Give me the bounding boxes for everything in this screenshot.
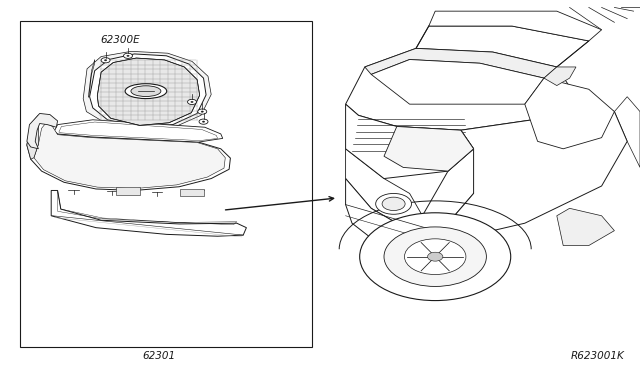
Polygon shape (97, 58, 200, 125)
Circle shape (124, 53, 132, 58)
Polygon shape (365, 48, 557, 78)
Polygon shape (429, 11, 602, 41)
Polygon shape (346, 149, 422, 223)
Circle shape (360, 213, 511, 301)
Ellipse shape (131, 86, 161, 96)
Ellipse shape (125, 84, 167, 99)
Circle shape (198, 109, 207, 114)
Circle shape (191, 101, 193, 103)
Polygon shape (90, 54, 206, 127)
Polygon shape (83, 51, 211, 130)
Polygon shape (346, 48, 576, 130)
Polygon shape (27, 113, 58, 149)
Polygon shape (557, 208, 614, 246)
Polygon shape (525, 78, 614, 149)
Polygon shape (614, 97, 640, 167)
Polygon shape (27, 115, 230, 190)
Polygon shape (544, 67, 576, 86)
Polygon shape (88, 60, 95, 97)
Text: R623001K: R623001K (570, 352, 624, 361)
Circle shape (428, 252, 443, 261)
Polygon shape (27, 115, 38, 159)
Bar (116, 187, 140, 195)
Polygon shape (371, 60, 544, 104)
Circle shape (384, 227, 486, 286)
Polygon shape (384, 126, 474, 171)
Bar (20, 21, 312, 347)
Circle shape (404, 239, 466, 275)
Circle shape (104, 60, 107, 61)
Polygon shape (51, 190, 246, 236)
Text: 62300E: 62300E (100, 35, 140, 45)
Polygon shape (34, 123, 225, 189)
Polygon shape (54, 120, 223, 142)
Circle shape (188, 99, 196, 105)
Circle shape (101, 58, 110, 63)
Circle shape (127, 55, 129, 57)
Polygon shape (448, 97, 627, 238)
Polygon shape (346, 149, 486, 238)
Polygon shape (346, 104, 474, 179)
Polygon shape (416, 26, 589, 67)
Circle shape (376, 193, 412, 214)
Circle shape (199, 119, 208, 124)
Circle shape (202, 121, 205, 122)
Bar (180, 189, 204, 196)
Text: 62301: 62301 (142, 352, 175, 361)
Circle shape (382, 197, 405, 211)
Circle shape (201, 111, 204, 112)
